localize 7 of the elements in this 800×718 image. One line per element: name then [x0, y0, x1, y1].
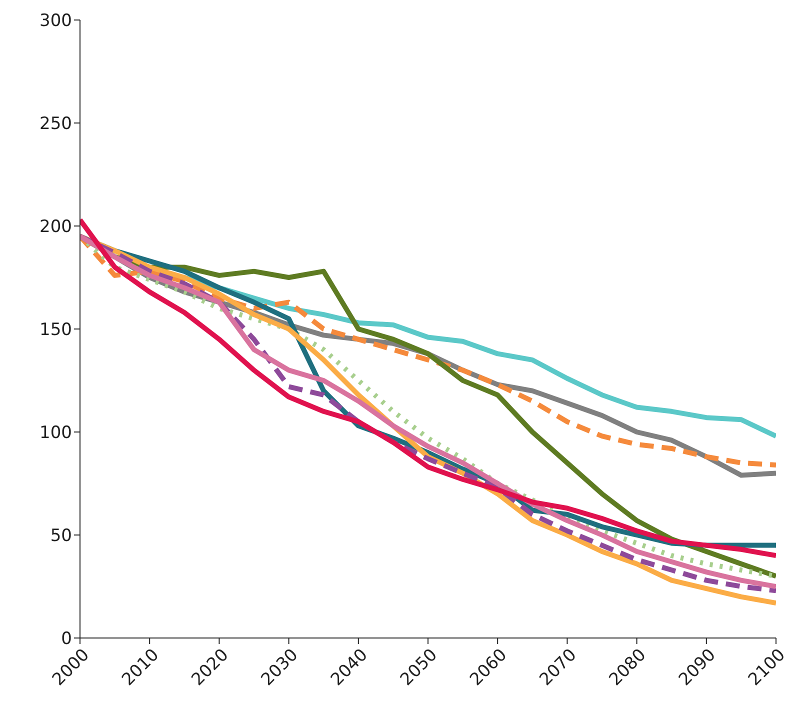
y-tick-label: 150	[40, 320, 72, 340]
y-tick-label: 300	[40, 11, 72, 32]
y-tick-label: 200	[40, 217, 72, 238]
y-tick-label: 250	[40, 114, 72, 134]
y-tick-label: 0	[61, 629, 72, 650]
y-tick-label: 50	[50, 526, 72, 546]
y-tick-label: 100	[40, 423, 72, 444]
